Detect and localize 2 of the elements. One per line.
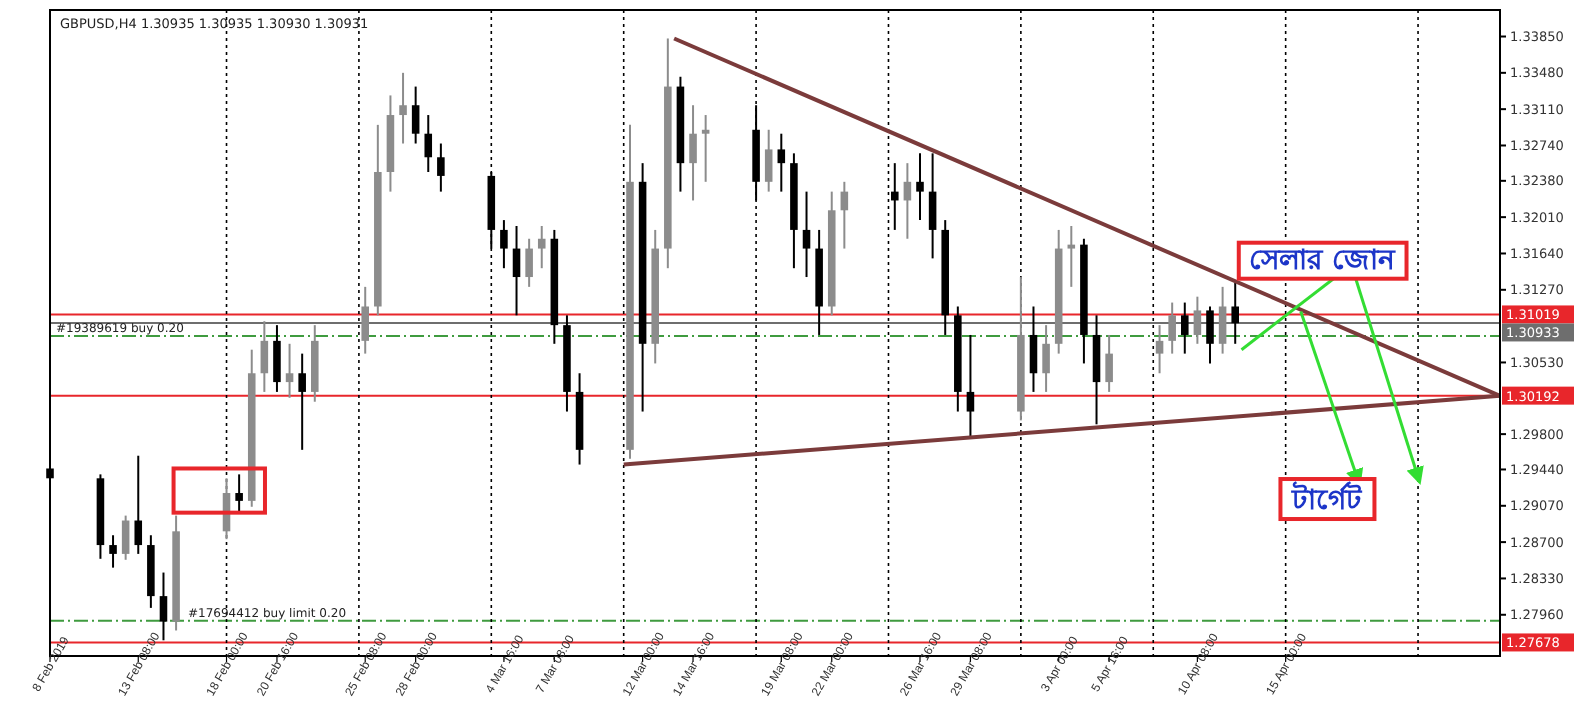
annotation: সেলার জোন (1248, 244, 1397, 277)
annotation: টার্গেট (1290, 481, 1365, 518)
